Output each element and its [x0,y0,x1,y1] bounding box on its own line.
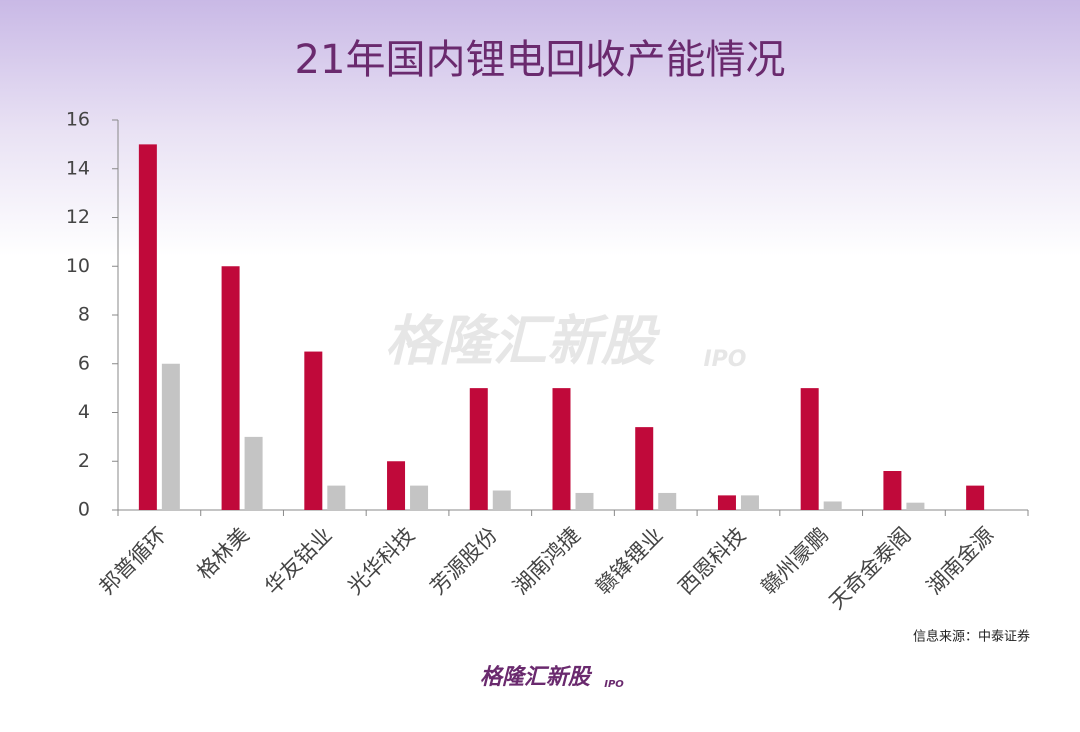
bar [800,388,819,510]
watermark-text: 格隆汇新股 [385,310,661,373]
bar [823,501,842,510]
chart-title: 21年国内锂电回收产能情况 [295,37,786,83]
source-note: 信息来源：中泰证券 [913,629,1030,645]
y-tick-label: 14 [66,157,90,179]
y-tick-label: 0 [78,499,90,521]
bar [244,436,263,510]
y-tick-label: 10 [66,255,90,277]
y-tick-label: 6 [78,352,90,374]
footer-logo: 格隆汇新股 [480,664,593,690]
y-tick-label: 8 [78,304,90,326]
bar [717,495,736,510]
bar [387,461,406,510]
y-tick-label: 4 [78,401,90,423]
bar [161,363,180,510]
bar [492,490,511,510]
y-tick-label: 2 [78,450,90,472]
bar [221,266,240,510]
y-tick-label: 12 [66,206,90,228]
bar [469,388,488,510]
watermark-tag: IPO [703,347,746,372]
bar [658,492,677,510]
footer-tag: IPO [604,679,624,690]
bar [552,388,571,510]
bar [906,502,925,510]
bar [883,471,902,510]
watermark: 格隆汇新股 IPO [385,310,747,373]
y-tick-label: 16 [66,109,90,131]
bar [966,485,985,510]
bar [138,144,157,510]
bar [410,485,429,510]
bar [304,351,323,510]
bar [740,495,759,510]
bar [327,485,346,510]
bar [635,427,654,510]
bar [575,492,594,510]
